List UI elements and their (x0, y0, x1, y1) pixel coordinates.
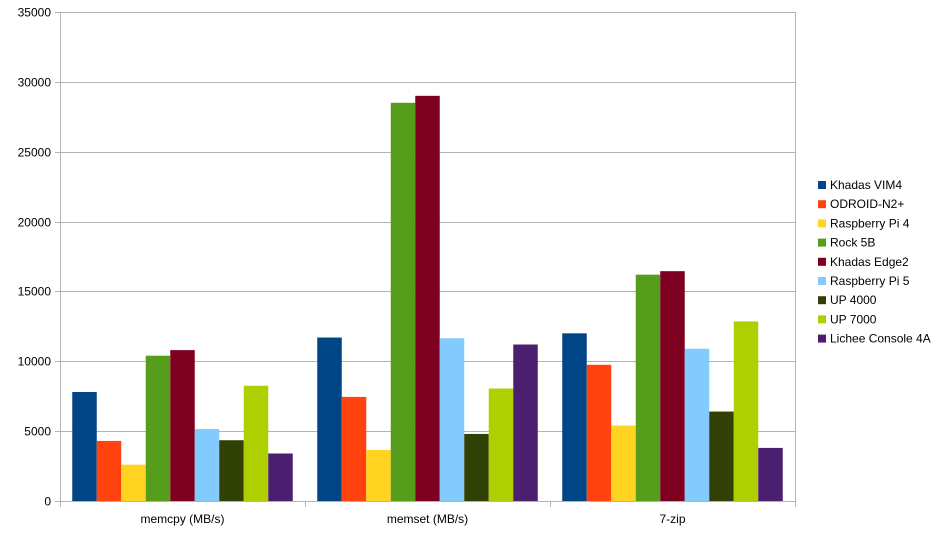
y-tick-label: 5000 (24, 425, 51, 439)
bar (709, 411, 734, 501)
legend-label: Raspberry Pi 5 (830, 274, 910, 288)
legend-label: Lichee Console 4A (830, 332, 931, 346)
bar (415, 95, 440, 501)
bar (194, 429, 220, 501)
legend-label: Khadas Edge2 (830, 255, 909, 269)
bar (317, 337, 342, 501)
bar (170, 350, 195, 501)
y-tick-label: 20000 (18, 216, 52, 230)
y-tick-label: 35000 (18, 6, 52, 20)
bar (586, 364, 612, 501)
bar (243, 385, 269, 501)
legend-swatch (818, 334, 826, 343)
y-tick-label: 0 (44, 495, 51, 509)
y-tick-label: 15000 (18, 285, 52, 299)
x-category-labels: memcpy (MB/s) memset (MB/s) 7-zip (141, 512, 686, 526)
bars (72, 95, 783, 501)
bar (145, 355, 171, 501)
y-tick-label: 25000 (18, 146, 52, 160)
bar (733, 321, 759, 501)
legend-label: UP 7000 (830, 312, 877, 326)
legend-label: Rock 5B (830, 236, 875, 250)
y-tick-label: 30000 (18, 76, 52, 90)
bar (758, 447, 783, 501)
bar (635, 274, 661, 501)
bar (684, 348, 710, 501)
legend-label: Raspberry Pi 4 (830, 216, 910, 230)
legend-swatch (818, 315, 826, 324)
y-tick-label: 10000 (18, 355, 52, 369)
bar (464, 433, 489, 501)
bar (121, 464, 146, 501)
legend-label: UP 4000 (830, 293, 877, 307)
x-category-label: memcpy (MB/s) (141, 512, 225, 526)
bar (341, 396, 367, 501)
legend: Khadas VIM4 ODROID-N2+ Raspberry Pi 4 Rock … (818, 178, 931, 346)
bar (611, 425, 636, 501)
bar (72, 392, 97, 501)
legend-label: Khadas VIM4 (830, 178, 902, 192)
bar (513, 344, 538, 501)
x-category-label: 7-zip (659, 512, 685, 526)
legend-swatch (818, 200, 826, 209)
bar (268, 453, 293, 501)
legend-label: ODROID-N2+ (830, 197, 904, 211)
legend-swatch (818, 181, 826, 189)
legend-swatch (818, 257, 826, 266)
bar (366, 450, 391, 501)
legend-swatch (818, 296, 826, 305)
bar (96, 440, 122, 501)
bar (562, 333, 587, 501)
bar (390, 102, 416, 501)
bar (219, 440, 244, 501)
legend-swatch (818, 219, 826, 228)
legend-swatch (818, 277, 826, 285)
axes (55, 12, 796, 507)
x-category-label: memset (MB/s) (387, 512, 468, 526)
bar (439, 338, 465, 501)
y-tick-labels: 0 5000 10000 15000 20000 25000 30000 35000 (18, 6, 52, 509)
bar (660, 271, 685, 501)
bar (488, 388, 514, 501)
legend-swatch (818, 238, 826, 247)
